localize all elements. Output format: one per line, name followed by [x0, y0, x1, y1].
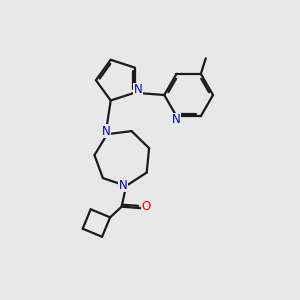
Text: N: N [119, 179, 128, 192]
Text: O: O [142, 200, 151, 213]
Text: N: N [172, 113, 181, 126]
Text: N: N [101, 125, 110, 138]
Text: N: N [134, 83, 142, 96]
